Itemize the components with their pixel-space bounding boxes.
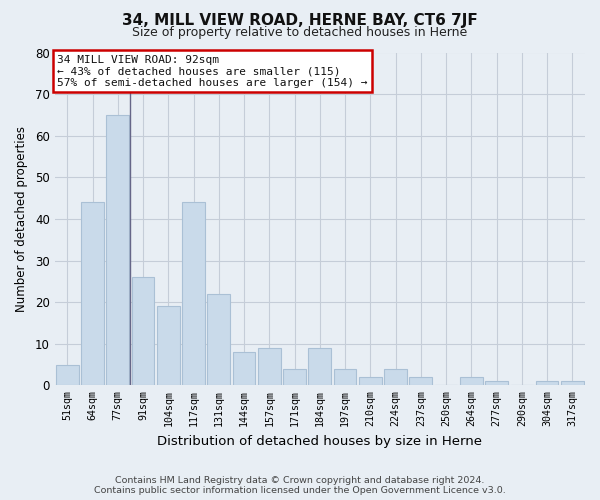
Text: Contains public sector information licensed under the Open Government Licence v3: Contains public sector information licen… — [94, 486, 506, 495]
Bar — [334, 368, 356, 386]
Bar — [308, 348, 331, 386]
Text: 34 MILL VIEW ROAD: 92sqm
← 43% of detached houses are smaller (115)
57% of semi-: 34 MILL VIEW ROAD: 92sqm ← 43% of detach… — [57, 54, 368, 88]
Bar — [157, 306, 179, 386]
Y-axis label: Number of detached properties: Number of detached properties — [15, 126, 28, 312]
Bar — [81, 202, 104, 386]
Bar — [359, 377, 382, 386]
Bar — [460, 377, 483, 386]
Text: Contains HM Land Registry data © Crown copyright and database right 2024.: Contains HM Land Registry data © Crown c… — [115, 476, 485, 485]
Bar — [536, 381, 559, 386]
Bar — [384, 368, 407, 386]
Bar — [132, 277, 154, 386]
Bar — [258, 348, 281, 386]
Bar — [485, 381, 508, 386]
X-axis label: Distribution of detached houses by size in Herne: Distribution of detached houses by size … — [157, 434, 482, 448]
Text: 34, MILL VIEW ROAD, HERNE BAY, CT6 7JF: 34, MILL VIEW ROAD, HERNE BAY, CT6 7JF — [122, 12, 478, 28]
Text: Size of property relative to detached houses in Herne: Size of property relative to detached ho… — [133, 26, 467, 39]
Bar — [283, 368, 306, 386]
Bar — [208, 294, 230, 386]
Bar — [182, 202, 205, 386]
Bar — [56, 364, 79, 386]
Bar — [409, 377, 432, 386]
Bar — [106, 115, 129, 386]
Bar — [561, 381, 584, 386]
Bar — [233, 352, 256, 386]
